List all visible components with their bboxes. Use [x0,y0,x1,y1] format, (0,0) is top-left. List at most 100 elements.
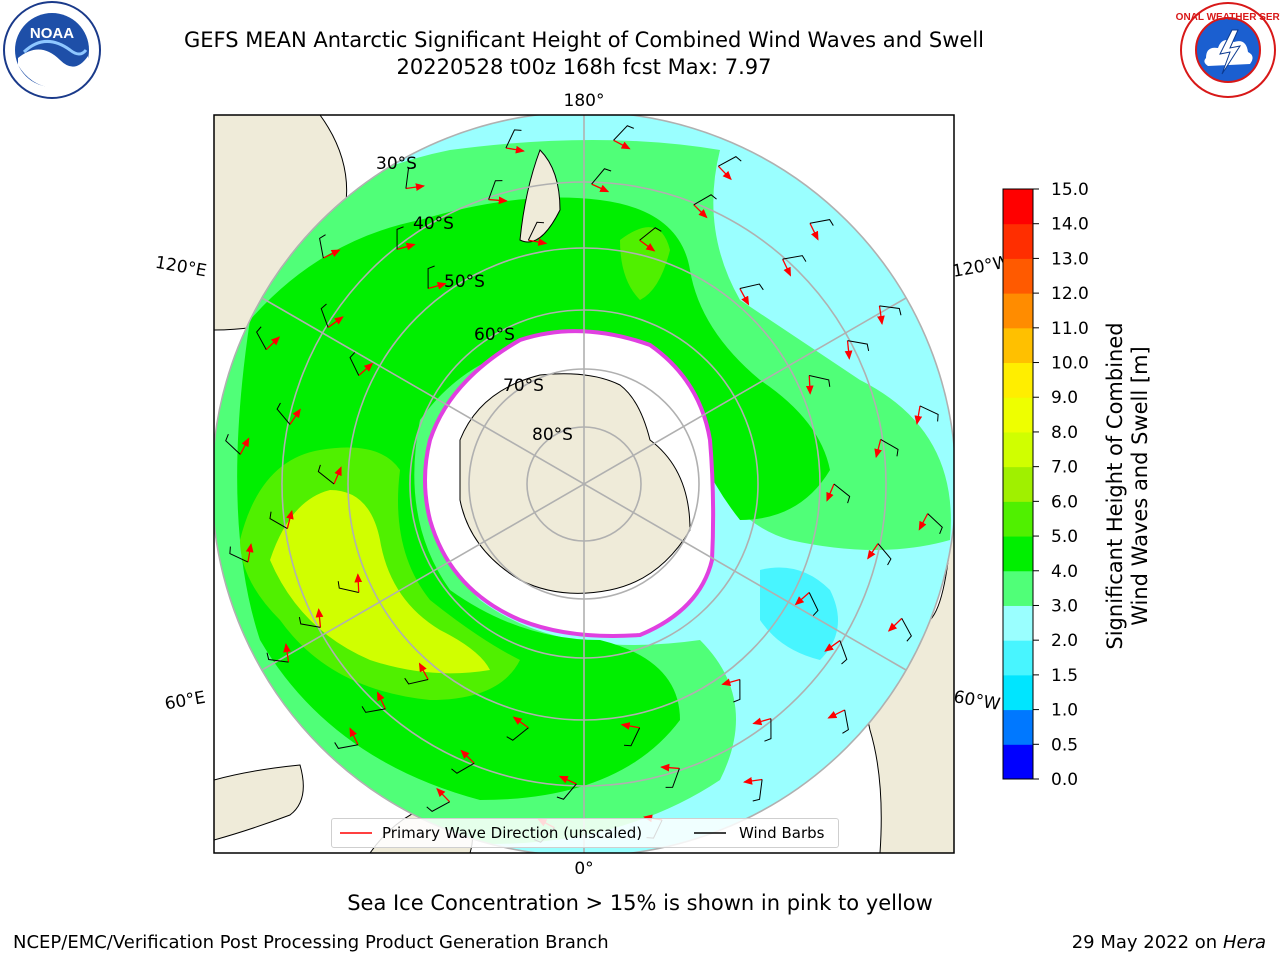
colorbar-tick-label: 12.0 [1051,284,1089,304]
footer-machine: Hera [1222,932,1266,953]
wave-arrow [418,662,429,680]
wave-band-drake [760,567,838,660]
wind-barb [623,727,641,747]
wind-barb [782,255,807,262]
legend-wave-label: Primary Wave Direction (unscaled) [382,824,643,842]
noaa-logo-text: NOAA [30,25,74,42]
wave-arrow [558,775,577,785]
wave-arrow [794,591,810,606]
colorbar-segment [1003,709,1033,745]
wind-barb [919,405,939,422]
wind-barb [298,616,321,628]
map-title: GEFS MEAN Antarctic Significant Height o… [183,28,985,52]
wave-arrow [782,258,791,277]
lat-label-70: 70°S [503,376,544,396]
wave-arrow [826,483,835,502]
colorbar-tick-label: 2.0 [1051,631,1078,651]
sea-ice-note: Sea Ice Concentration > 15% is shown in … [347,891,933,915]
lon-label-bottom: 0° [574,859,593,879]
wind-barb [842,709,849,734]
colorbar-tick-label: 8.0 [1051,423,1078,443]
colorbar: 0.0 0.5 1.0 1.5 2.0 3.0 4.0 5.0 6.0 7.0 8.0 9.0 10.0… [1002,180,1089,790]
wave-arrow [354,573,363,593]
colorbar-tick-label: 7.0 [1051,458,1078,478]
wave-arrow [867,543,879,560]
land-africa [214,764,304,841]
wind-barb [839,640,848,665]
wind-barb [693,194,717,206]
colorbar-segment [1003,397,1033,433]
wave-arrow [488,196,508,205]
colorbar-segment [1003,327,1033,364]
wave-direction-arrows [239,139,929,829]
wave-arrow [265,336,281,351]
colorbar-segment [1003,570,1033,606]
wind-barb [426,801,450,812]
wind-barb [405,166,416,189]
wind-barb [256,326,267,350]
wave-arrow [721,678,741,686]
wind-barbs [225,125,943,843]
lon-label-lower-right: 60°W [952,687,1002,715]
colorbar-tick-label: 9.0 [1051,388,1078,408]
wind-barb [427,265,435,289]
wave-arrow [436,787,451,803]
legend-barb-label: Wind Barbs [739,824,825,842]
wave-arrow [283,643,291,663]
nws-logo-text: NATIONAL WEATHER SERVICE [1176,12,1280,23]
colorbar-label-line2: Wind Waves and Swell [m] [1128,346,1152,626]
wave-arrow [377,691,386,710]
wave-arrow [914,405,923,425]
wave-arrow [693,204,708,219]
graticule [214,115,954,853]
wind-barb [266,652,289,663]
wave-arrow [358,362,374,377]
colorbar-tick-label: 6.0 [1051,492,1078,512]
wave-arrow [460,749,475,764]
colorbar-segment [1003,431,1033,468]
wind-barb [404,677,429,685]
wind-barb [229,546,249,563]
wind-barb [505,129,522,149]
wave-arrow [752,717,772,726]
wave-arrow [239,437,250,455]
colorbar-segment [1003,501,1033,537]
colorbar-tick-label: 11.0 [1051,319,1089,339]
footer-date-text: 29 May 2022 on [1071,932,1218,953]
colorbar-segment [1003,189,1033,225]
wave-arrow [824,640,841,652]
wave-arrow [805,375,814,395]
wave-arrow [427,282,447,290]
colorbar-frame [1002,188,1034,780]
wind-barb [488,180,503,200]
wave-arrow [327,316,344,328]
lat-label-40: 40°S [413,214,454,234]
colorbar-segment [1003,536,1033,572]
lon-label-top: 180° [564,91,605,111]
wave-arrow [620,722,640,730]
wind-barb [527,221,545,241]
colorbar-segment [1003,674,1033,711]
wave-arrow [874,439,882,459]
wind-barb [319,234,326,259]
lon-label-upper-right: 120°W [951,252,1012,282]
wind-barb [337,581,359,593]
wave-arrow [827,709,845,719]
wind-barb [809,375,831,387]
colorbar-segment [1003,744,1033,780]
wave-arrow [887,617,903,632]
wave-arrow [349,727,359,745]
wind-barb [808,592,819,616]
noaa-logo: NOAA [3,1,101,99]
wind-barb [877,543,892,566]
wind-barb [752,779,763,802]
colorbar-label-line1: Significant Height of Combined [1103,322,1127,650]
wind-barb [833,483,851,504]
wind-barb [591,168,612,185]
colorbar-segment [1003,466,1033,502]
colorbar-tick-label: 0.5 [1051,735,1078,755]
wave-arrow [809,223,819,241]
lat-label-60: 60°S [474,325,515,345]
footer-date: 29 May 2022 on Hera [1072,932,1266,953]
colorbar-tick-label: 5.0 [1051,527,1078,547]
